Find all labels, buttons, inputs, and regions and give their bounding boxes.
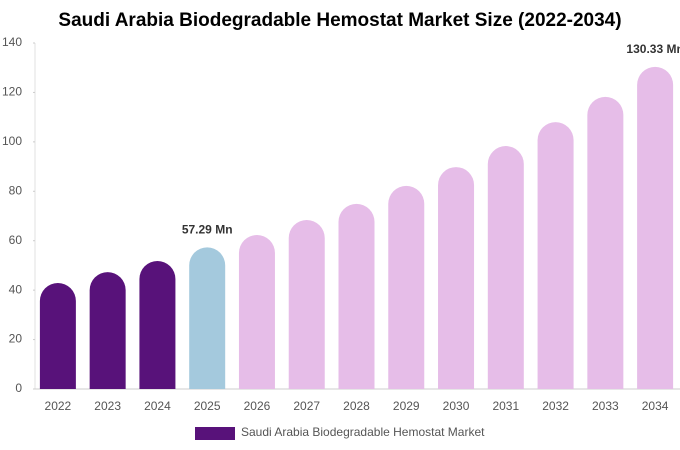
legend-label: Saudi Arabia Biodegradable Hemostat Mark… [241,425,485,439]
y-tick-label: 40 [9,282,23,296]
x-tick-label: 2032 [542,399,569,413]
x-tick-label: 2028 [343,399,370,413]
legend-swatch [195,427,235,440]
bar [139,260,176,389]
bar [587,96,624,390]
y-tick-label: 100 [2,134,22,148]
bar [637,66,674,389]
bar [487,146,524,389]
bar [388,185,425,389]
chart-title: Saudi Arabia Biodegradable Hemostat Mark… [58,10,621,31]
y-tick-label: 0 [15,381,22,395]
y-tick-label: 20 [9,332,23,346]
bar [537,122,574,390]
y-tick-label: 120 [2,85,22,99]
x-tick-label: 2029 [393,399,420,413]
x-tick-label: 2033 [592,399,619,413]
x-tick-label: 2023 [94,399,121,413]
y-tick-label: 60 [9,233,23,247]
data-label: 130.33 Mn [626,42,680,56]
bar [189,247,226,389]
x-tick-label: 2027 [293,399,320,413]
bar [238,235,275,389]
bar [288,219,325,389]
y-tick-label: 80 [9,183,23,197]
x-tick-label: 2026 [244,399,271,413]
bar [89,272,126,389]
x-tick-label: 2025 [194,399,221,413]
x-tick-label: 2030 [443,399,470,413]
x-tick-label: 2031 [492,399,519,413]
y-tick-label: 140 [2,35,22,49]
x-tick-label: 2024 [144,399,171,413]
bar [39,282,76,389]
x-tick-label: 2022 [45,399,72,413]
data-label: 57.29 Mn [182,223,233,237]
x-tick-label: 2034 [642,399,669,413]
bar [338,203,375,389]
bar [438,167,475,389]
